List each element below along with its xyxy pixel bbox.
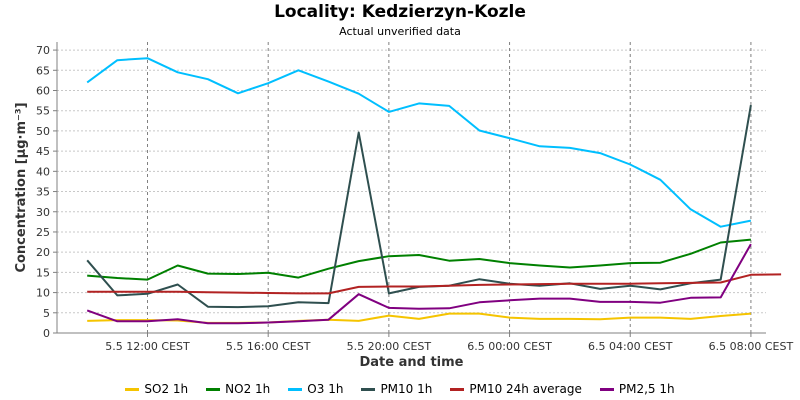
legend-swatch: [361, 387, 376, 391]
y-tick-label: 15: [36, 266, 50, 279]
y-tick-label: 0: [43, 327, 50, 340]
legend-item: O3 1h: [288, 382, 343, 396]
legend-item: PM2,5 1h: [599, 382, 675, 396]
line-chart: 0 5 10 15 20 25 30 35 40 45 50 55 60 65 70 5.5 12:00 CE…: [14, 42, 793, 370]
axes: [53, 42, 766, 337]
legend-swatch: [288, 387, 303, 391]
x-tick-label: 6.5 08:00 CEST: [709, 340, 794, 353]
legend-label: PM10 1h: [380, 382, 433, 396]
y-tick-label: 65: [36, 64, 50, 77]
series-line-pm10-1h: [86, 104, 752, 309]
legend-label: NO2 1h: [225, 382, 271, 396]
y-tick-label: 40: [36, 165, 50, 178]
y-tick-label: 5: [43, 307, 50, 320]
y-tick-label: 55: [36, 105, 50, 118]
grid-lines: [57, 42, 766, 333]
chart-subtitle: Actual unverified data: [339, 25, 461, 38]
tick-labels: 0 5 10 15 20 25 30 35 40 45 50 55 60 65 70 5.5 12:00 CE…: [36, 44, 793, 353]
x-tick-label: 5.5 20:00 CEST: [347, 340, 432, 353]
y-tick-label: 10: [36, 287, 50, 300]
legend-swatch: [599, 387, 614, 391]
y-tick-label: 70: [36, 44, 50, 57]
legend-label: SO2 1h: [144, 382, 189, 396]
y-tick-label: 35: [36, 186, 50, 199]
y-tick-label: 45: [36, 145, 50, 158]
chart-title: Locality: Kedzierzyn-Kozle: [274, 2, 526, 22]
series-line-pm2-5-1h: [86, 243, 752, 325]
legend-item: PM10 1h: [361, 382, 432, 396]
x-tick-label: 5.5 16:00 CEST: [226, 340, 311, 353]
y-tick-label: 25: [36, 226, 50, 239]
series-lines: [86, 57, 782, 325]
legend-swatch: [450, 387, 465, 391]
y-tick-label: 20: [36, 246, 50, 259]
legend-item: SO2 1h: [125, 382, 188, 396]
legend-label: PM2,5 1h: [618, 382, 675, 396]
y-tick-label: 30: [36, 206, 50, 219]
series-line-no2-1h: [87, 238, 751, 281]
legend-swatch: [125, 387, 140, 391]
x-axis-label: Date and time: [359, 355, 463, 370]
legend-swatch: [206, 387, 221, 391]
series-line-o3-1h: [86, 57, 752, 228]
x-tick-label: 6.5 04:00 CEST: [588, 340, 673, 353]
y-tick-label: 50: [36, 125, 50, 138]
series-line-pm10-24h-average: [87, 273, 782, 295]
x-tick-label: 5.5 12:00 CEST: [105, 340, 190, 353]
legend: SO2 1h NO2 1h O3 1h PM10 1h PM10 24h average…: [0, 382, 800, 396]
legend-item: NO2 1h: [206, 382, 270, 396]
y-tick-label: 60: [36, 85, 50, 98]
x-tick-label: 6.5 00:00 CEST: [467, 340, 552, 353]
y-axis-label: Concentration [µg·m⁻³]: [14, 102, 29, 272]
legend-label: PM10 24h average: [469, 382, 582, 396]
legend-label: O3 1h: [307, 382, 344, 396]
legend-item: PM10 24h average: [450, 382, 582, 396]
